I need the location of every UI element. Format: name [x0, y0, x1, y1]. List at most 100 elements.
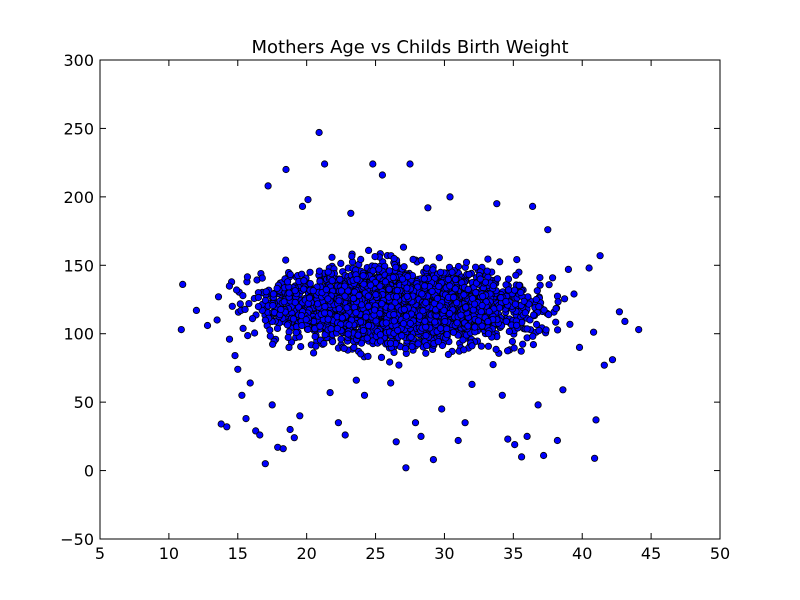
- data-point: [264, 182, 272, 190]
- data-point: [389, 273, 397, 281]
- data-point: [277, 305, 285, 314]
- data-point: [477, 308, 485, 316]
- data-point: [434, 337, 442, 346]
- data-point: [421, 317, 429, 325]
- data-point: [258, 274, 266, 282]
- data-point: [398, 332, 406, 340]
- data-point: [526, 316, 534, 324]
- data-point: [273, 284, 281, 292]
- data-point: [262, 288, 270, 296]
- data-point: [535, 326, 543, 335]
- data-point: [471, 323, 479, 331]
- data-point: [408, 343, 416, 351]
- data-point: [324, 295, 332, 303]
- x-axis-tick-labels: 5 10 15 20 25 30 35 40 45 50: [95, 544, 730, 563]
- data-point: [428, 287, 436, 295]
- data-point: [348, 252, 356, 260]
- data-point: [414, 340, 422, 348]
- data-point: [435, 282, 443, 290]
- data-point: [441, 317, 449, 326]
- data-point: [479, 292, 487, 300]
- data-point: [309, 349, 318, 357]
- data-point: [503, 347, 512, 355]
- data-point: [424, 204, 432, 212]
- data-point: [236, 300, 244, 308]
- data-point: [502, 317, 510, 325]
- data-point: [366, 281, 375, 289]
- data-point: [341, 282, 349, 290]
- data-point: [245, 299, 253, 308]
- data-point: [268, 401, 276, 409]
- x-tick-label: 40: [572, 544, 592, 563]
- data-point: [354, 331, 362, 339]
- data-point: [470, 300, 479, 308]
- data-point: [464, 322, 472, 330]
- data-point: [338, 314, 346, 322]
- data-point: [385, 285, 393, 293]
- data-point: [528, 202, 537, 210]
- data-point: [377, 353, 386, 361]
- data-point: [451, 285, 459, 293]
- data-point: [484, 255, 492, 263]
- data-point: [444, 350, 452, 359]
- data-point: [326, 388, 334, 397]
- data-point: [532, 295, 540, 304]
- x-tick-label: 5: [95, 544, 105, 563]
- data-point: [457, 311, 465, 319]
- data-point: [548, 274, 557, 282]
- data-point: [489, 360, 497, 369]
- data-point: [454, 436, 462, 445]
- data-point: [337, 335, 345, 343]
- x-tick-label: 10: [159, 544, 179, 563]
- data-point: [429, 455, 437, 464]
- data-point: [409, 255, 417, 263]
- data-point: [483, 267, 491, 275]
- data-point: [566, 320, 574, 328]
- data-point: [238, 391, 246, 399]
- data-point: [335, 297, 343, 305]
- chart-title: Mothers Age vs Childs Birth Weight: [251, 37, 568, 58]
- data-point: [544, 226, 552, 234]
- data-point: [328, 276, 336, 285]
- axis-ticks: [99, 59, 721, 540]
- data-point: [390, 310, 398, 319]
- data-point: [493, 275, 501, 283]
- data-point: [343, 304, 351, 312]
- data-point: [529, 332, 537, 340]
- data-point: [390, 317, 398, 325]
- data-point: [453, 299, 461, 307]
- y-tick-label: 200: [63, 188, 94, 207]
- y-tick-label: 0: [84, 462, 94, 481]
- data-point: [378, 300, 386, 308]
- data-point: [254, 302, 262, 311]
- data-point: [234, 365, 242, 373]
- data-point: [496, 258, 504, 266]
- data-point: [523, 432, 531, 440]
- data-point: [504, 435, 512, 443]
- data-point: [433, 294, 441, 303]
- data-point: [385, 358, 394, 366]
- data-point: [420, 282, 429, 290]
- data-point: [312, 342, 320, 350]
- data-point: [459, 336, 467, 344]
- data-point: [333, 324, 341, 333]
- data-point: [423, 264, 431, 272]
- data-point: [435, 254, 443, 262]
- data-point: [371, 253, 379, 261]
- data-point: [309, 287, 317, 295]
- data-point: [449, 328, 458, 336]
- data-point: [254, 293, 262, 302]
- data-point: [544, 310, 553, 319]
- data-point: [362, 313, 370, 321]
- data-point: [392, 438, 400, 446]
- data-point: [423, 342, 431, 350]
- data-point: [228, 302, 236, 310]
- data-point: [492, 345, 500, 353]
- data-point: [401, 344, 410, 353]
- data-point: [360, 280, 368, 288]
- data-point: [399, 243, 408, 251]
- data-point: [370, 306, 379, 314]
- y-tick-label: 300: [63, 51, 94, 70]
- data-point: [449, 293, 458, 301]
- data-point: [585, 264, 593, 272]
